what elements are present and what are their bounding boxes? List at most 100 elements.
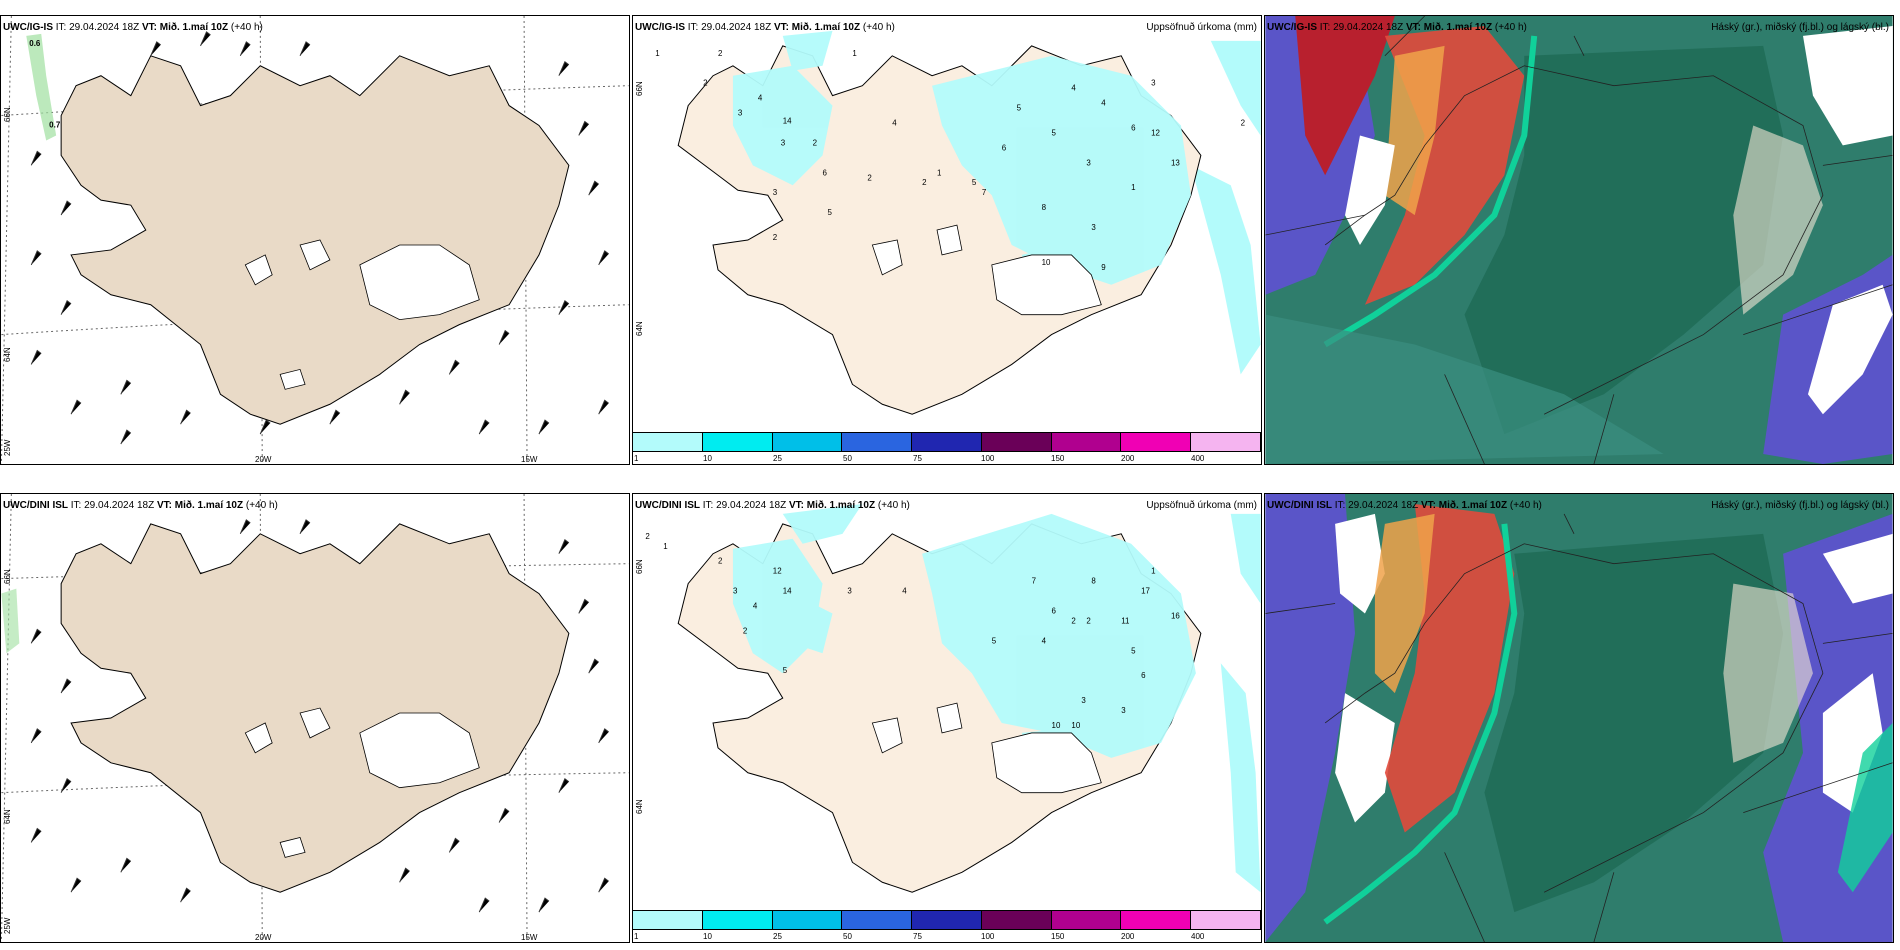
svg-text:2: 2 (1241, 119, 1246, 128)
lon-label-15: 15W (521, 933, 538, 942)
svg-text:5: 5 (992, 636, 997, 645)
svg-text:3: 3 (733, 587, 738, 596)
svg-text:2: 2 (1086, 616, 1091, 625)
svg-text:5: 5 (1017, 104, 1022, 113)
panel-header: UWC/DINI ISL IT: 29.04.2024 18Z VT: Mið.… (635, 500, 1257, 511)
lon-label-20: 20W (255, 933, 272, 942)
svg-text:3: 3 (847, 587, 852, 596)
svg-text:12: 12 (773, 567, 782, 576)
svg-text:10: 10 (1071, 721, 1080, 730)
svg-text:2: 2 (1071, 616, 1076, 625)
svg-text:2: 2 (703, 79, 708, 88)
colorbar-ticks: 1 10 25 50 75 100 150 200 400 (634, 454, 1205, 463)
precip-values: 2 1 2 12 14 3 4 2 5 3 4 7 8 6 2 5 4 3 10… (645, 532, 1180, 730)
wind-barbs (30, 31, 609, 445)
svg-text:4: 4 (892, 119, 897, 128)
svg-text:4: 4 (753, 601, 758, 610)
svg-text:6: 6 (1141, 671, 1146, 680)
svg-text:3: 3 (1091, 223, 1096, 232)
svg-text:5: 5 (972, 178, 977, 187)
annotation-1: 0.6 (29, 39, 41, 48)
svg-text:4: 4 (1101, 99, 1106, 108)
svg-text:2: 2 (718, 49, 723, 58)
svg-text:13: 13 (1171, 158, 1180, 167)
svg-text:7: 7 (982, 188, 987, 197)
glacier-myrdalsjokull (279, 368, 306, 390)
lon-label-25: 25W (3, 439, 12, 456)
svg-text:6: 6 (1131, 123, 1136, 132)
panel-header: UWC/IG-IS IT: 29.04.2024 18Z VT: Mið. 1.… (1267, 22, 1889, 33)
panel-subtitle: Háský (gr.), miðský (fj.bl.) og lágský (… (1711, 500, 1889, 511)
svg-text:1: 1 (1131, 183, 1136, 192)
svg-text:3: 3 (1151, 79, 1156, 88)
lat-label-66: 66N (3, 107, 12, 122)
panel-header: UWC/DINI ISL IT: 29.04.2024 18Z VT: Mið.… (1267, 500, 1889, 511)
panel-subtitle: Uppsöfnuð úrkoma (mm) (1146, 500, 1257, 511)
lat-label-66: 66N (3, 569, 12, 584)
svg-text:1: 1 (655, 49, 660, 58)
svg-text:3: 3 (1081, 696, 1086, 705)
svg-text:2: 2 (813, 138, 818, 147)
svg-text:2: 2 (743, 626, 748, 635)
svg-text:2: 2 (645, 532, 650, 541)
svg-text:5: 5 (783, 666, 788, 675)
cloud-map-panel-top: UWC/IG-IS IT: 29.04.2024 18Z VT: Mið. 1.… (1264, 15, 1894, 465)
svg-text:14: 14 (783, 117, 792, 126)
cloud-map-panel-bottom: UWC/DINI ISL IT: 29.04.2024 18Z VT: Mið.… (1264, 493, 1894, 943)
lon-label-20: 20W (255, 455, 272, 464)
svg-text:2: 2 (773, 233, 778, 242)
cloud-map (1265, 16, 1893, 464)
precip-map: 2 1 2 12 14 3 4 2 5 3 4 7 8 6 2 5 4 3 10… (645, 503, 1261, 893)
svg-text:2: 2 (922, 178, 927, 187)
svg-text:5: 5 (1131, 646, 1136, 655)
lat-label-64: 64N (635, 321, 644, 336)
svg-text:11: 11 (1121, 616, 1130, 625)
svg-text:1: 1 (1151, 567, 1156, 576)
panel-header: UWC/IG-IS IT: 29.04.2024 18Z VT: Mið. 1.… (635, 22, 1257, 33)
panel-subtitle: Uppsöfnuð úrkoma (mm) (1146, 22, 1257, 33)
svg-text:4: 4 (758, 94, 763, 103)
panel-subtitle: Háský (gr.), miðský (fj.bl.) og lágský (… (1711, 22, 1889, 33)
lat-label-66: 66N (635, 81, 644, 96)
svg-text:4: 4 (902, 587, 907, 596)
annotation-2: 0.7 (49, 121, 61, 130)
svg-text:14: 14 (783, 587, 792, 596)
svg-text:17: 17 (1141, 587, 1150, 596)
wind-map-panel-top: UWC/IG-IS IT: 29.04.2024 18Z VT: Mið. 1.… (0, 15, 630, 465)
svg-text:1: 1 (852, 49, 857, 58)
svg-text:9: 9 (1101, 263, 1106, 272)
precip-map: 1 2 1 2 3 4 14 3 6 2 3 5 2 4 2 2 1 5 7 6… (655, 30, 1261, 415)
svg-text:4: 4 (1042, 636, 1047, 645)
svg-text:6: 6 (823, 168, 828, 177)
glacier-langjokull (244, 254, 273, 286)
svg-text:2: 2 (718, 557, 723, 566)
svg-text:10: 10 (1042, 258, 1051, 267)
lat-label-64: 64N (635, 799, 644, 814)
glacier-vatnajokull (359, 244, 480, 321)
svg-text:3: 3 (738, 109, 743, 118)
svg-text:6: 6 (1052, 606, 1057, 615)
svg-text:5: 5 (828, 208, 833, 217)
precip-colorbar (633, 910, 1261, 930)
svg-text:5: 5 (1052, 128, 1057, 137)
svg-text:1: 1 (937, 168, 942, 177)
precip-map-panel-bottom: UWC/DINI ISL IT: 29.04.2024 18Z VT: Mið.… (632, 493, 1262, 943)
panel-header: UWC/IG-IS IT: 29.04.2024 18Z VT: Mið. 1.… (3, 22, 263, 33)
svg-text:8: 8 (1091, 577, 1096, 586)
cloud-map (1265, 494, 1893, 942)
precip-map-panel-top: UWC/IG-IS IT: 29.04.2024 18Z VT: Mið. 1.… (632, 15, 1262, 465)
svg-text:1: 1 (663, 542, 668, 551)
svg-text:8: 8 (1042, 203, 1047, 212)
svg-text:10: 10 (1052, 721, 1061, 730)
glacier-hofsjokull (299, 239, 331, 271)
wind-map-panel-bottom: UWC/DINI ISL IT: 29.04.2024 18Z VT: Mið.… (0, 493, 630, 943)
svg-text:3: 3 (773, 188, 778, 197)
svg-text:3: 3 (1086, 158, 1091, 167)
iceland-land (60, 55, 570, 425)
panel-header: UWC/DINI ISL IT: 29.04.2024 18Z VT: Mið.… (3, 500, 278, 511)
svg-text:16: 16 (1171, 611, 1180, 620)
precip-colorbar (633, 432, 1261, 452)
lat-label-64: 64N (3, 347, 12, 362)
lon-label-15: 15W (521, 455, 538, 464)
svg-text:3: 3 (781, 138, 786, 147)
